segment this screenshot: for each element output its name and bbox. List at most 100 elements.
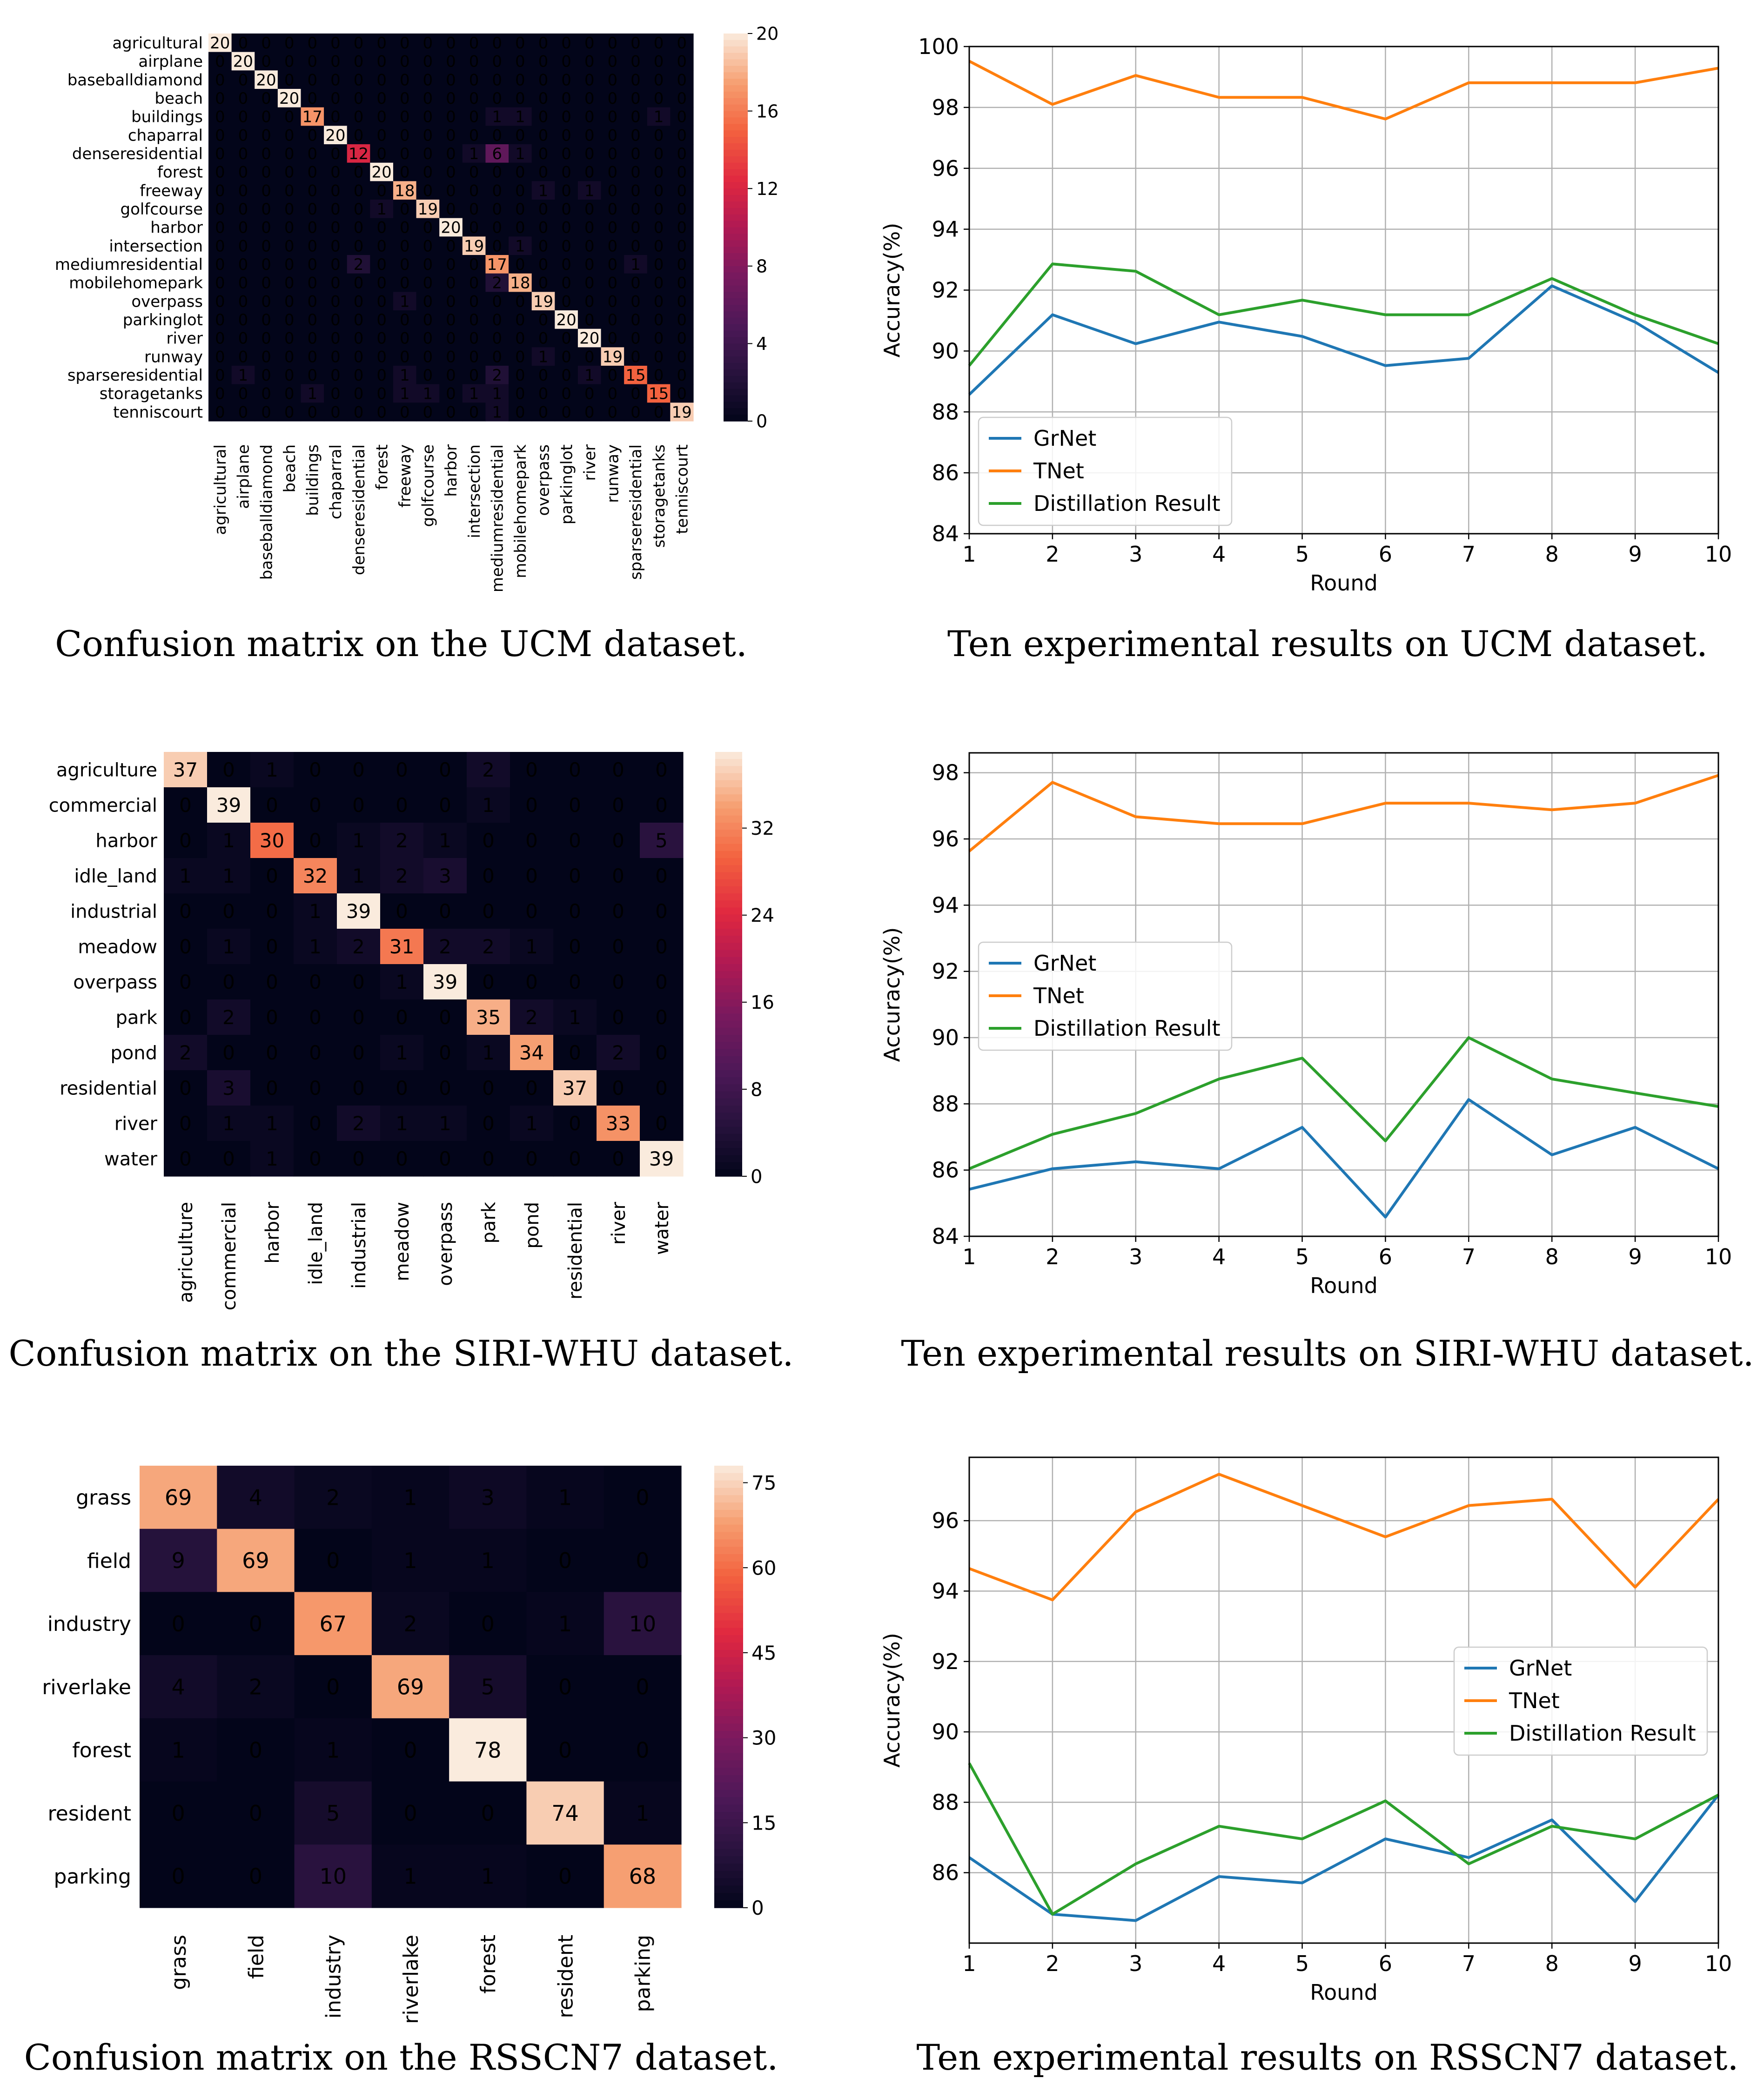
heatmap-cell	[370, 384, 394, 403]
heatmap-cell	[277, 200, 302, 219]
heatmap-cell	[624, 52, 648, 71]
heatmap-cell-label: 0	[179, 1006, 192, 1029]
x-tick-label: 3	[1129, 1951, 1142, 1976]
heatmap-cell	[217, 1655, 295, 1719]
heatmap-cell	[439, 89, 463, 108]
heatmap-cell-label: 39	[649, 1147, 674, 1170]
heatmap-cell	[208, 200, 232, 219]
x-tick-label: 2	[1046, 1951, 1059, 1976]
heatmap-cell	[416, 126, 440, 145]
heatmap-cell	[647, 181, 671, 200]
heatmap-cell-label: 0	[403, 1737, 417, 1763]
heatmap-cell-label: 0	[249, 1737, 262, 1763]
heatmap-cell	[277, 126, 302, 145]
heatmap-cell-label: 0	[215, 145, 225, 163]
heatmap-cell	[301, 366, 324, 385]
heatmap-cell-label: 0	[515, 181, 525, 200]
heatmap-cell-label: 0	[569, 758, 581, 781]
heatmap-cell-label: 0	[423, 366, 433, 385]
heatmap-cell	[347, 34, 370, 53]
heatmap-cell	[337, 787, 381, 823]
heatmap-cell	[370, 236, 394, 255]
heatmap-cell-label: 5	[481, 1675, 495, 1700]
heatmap-cell-label: 0	[655, 1077, 668, 1099]
heatmap-cell	[485, 310, 509, 329]
heatmap-cell-label: 0	[677, 255, 687, 274]
heatmap-cell-label: 0	[330, 385, 341, 403]
heatmap-cell-label: 0	[677, 348, 687, 366]
heatmap-cell	[370, 162, 394, 181]
heatmap-cell	[670, 107, 694, 126]
heatmap-cell-label: 0	[446, 348, 456, 366]
heatmap-cell-label: 3	[222, 1077, 235, 1099]
heatmap-cell	[347, 107, 370, 126]
heatmap-cell	[231, 34, 255, 53]
heatmap-cell-label: 31	[389, 935, 414, 958]
colorbar-segment	[714, 1554, 743, 1562]
heatmap-cell-label: 0	[446, 145, 456, 163]
heatmap-cell	[250, 1141, 294, 1177]
heatmap-cell-label: 0	[608, 385, 618, 403]
heatmap-cell-label: 0	[330, 292, 341, 311]
heatmap-cell	[393, 329, 417, 348]
heatmap-cell-label: 0	[608, 403, 618, 422]
heatmap-cell	[393, 384, 417, 403]
heatmap-cell-label: 0	[354, 348, 364, 366]
heatmap-cell-label: 0	[439, 1147, 451, 1170]
heatmap-cell-label: 0	[482, 829, 495, 852]
x-tick-label: 4	[1212, 1244, 1226, 1269]
heatmap-cell	[577, 402, 602, 422]
heatmap-cell	[449, 1718, 527, 1782]
linechart-line_ucm: 1 2 3 4 5 6 7 8 9 108486889092949698100RoundAccur…	[879, 34, 1732, 664]
heatmap-cell	[553, 752, 597, 788]
x-axis-label: Round	[1310, 1273, 1378, 1298]
heatmap-cell	[624, 310, 648, 329]
heatmap-cell	[255, 310, 278, 329]
heatmap-cell-label: 1	[266, 1112, 278, 1135]
heatmap-cell	[526, 1529, 604, 1593]
heatmap-cell-label: 0	[654, 163, 664, 182]
heatmap-cell	[485, 34, 509, 53]
colorbar-segment	[715, 1049, 742, 1057]
heatmap-cell	[526, 1781, 604, 1845]
heatmap-cell-label: 0	[677, 53, 687, 71]
y-tick-label: 92	[932, 278, 959, 303]
heatmap-cell	[277, 236, 302, 255]
heatmap-cell-label: 1	[396, 1041, 408, 1064]
heatmap-cell-label: 0	[284, 311, 295, 329]
heatmap-cell-label: 2	[179, 1041, 192, 1064]
colorbar-segment	[724, 285, 748, 293]
heatmap-cell	[324, 236, 348, 255]
y-tick-label: 88	[932, 1091, 959, 1116]
heatmap-cell-label: 0	[376, 181, 387, 200]
heatmap-cell-label: 0	[261, 292, 271, 311]
heatmap-cell	[577, 218, 602, 237]
heatmap-cell-label: 1	[492, 108, 502, 127]
col-tick-label: harbor	[442, 444, 461, 497]
heatmap-cell-label: 0	[222, 1041, 235, 1064]
heatmap-cell-label: 0	[538, 126, 549, 145]
heatmap-cell-label: 0	[261, 329, 271, 348]
colorbar-tick-label: 75	[751, 1472, 776, 1495]
heatmap-cell-label: 1	[481, 1548, 495, 1573]
heatmap-cm_rsscn7: 69 4 2 1 3 1 09 69 0 1 1 0 00 0 67 2 0 1 104 2 0 69 5 0 01 0 1 0 78 0…	[24, 1466, 778, 2078]
colorbar-segment	[714, 1885, 743, 1894]
heatmap-cell-label: 0	[249, 1864, 262, 1889]
heatmap-cell	[277, 273, 302, 292]
heatmap-cell	[624, 366, 648, 385]
colorbar-segment	[715, 801, 742, 809]
heatmap-cell	[577, 384, 602, 403]
row-tick-label: pond	[110, 1042, 157, 1064]
heatmap-cell-label: 0	[446, 366, 456, 385]
colorbar-segment	[714, 1753, 743, 1761]
heatmap-cell-label: 0	[584, 200, 595, 219]
heatmap-cell	[370, 200, 394, 219]
heatmap-cell-label: 0	[400, 71, 410, 89]
heatmap-cell-label: 0	[238, 34, 248, 53]
x-tick-label: 8	[1545, 1951, 1559, 1976]
heatmap-cell-label: 3	[439, 865, 451, 887]
heatmap-cell	[164, 823, 208, 858]
heatmap-cell	[255, 181, 278, 200]
colorbar-segment	[714, 1738, 743, 1746]
colorbar-segment	[714, 1790, 743, 1798]
